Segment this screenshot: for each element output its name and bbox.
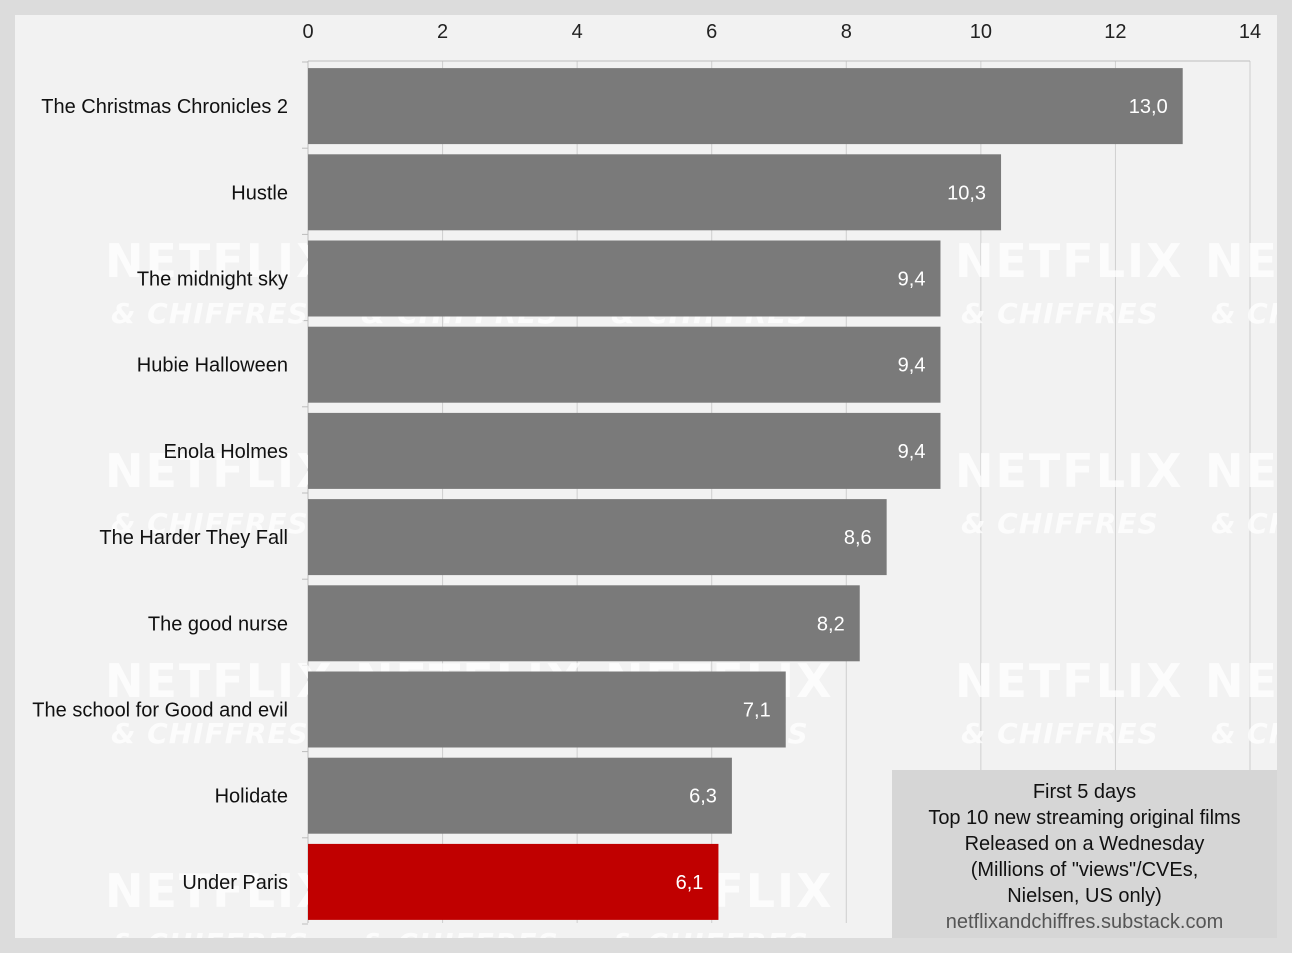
x-tick-label-0: 0 [302, 21, 313, 43]
category-label-6: The Harder They Fall [99, 527, 288, 549]
bar-6 [308, 499, 887, 576]
x-tick-label-14: 14 [1239, 21, 1261, 43]
category-label-2: Hustle [231, 182, 288, 204]
bar-4 [308, 326, 941, 403]
bar-7 [308, 585, 860, 662]
value-label-10: 6,1 [676, 872, 704, 894]
watermark-text: NETFLIX [105, 654, 334, 708]
value-label-1: 13,0 [1129, 96, 1168, 118]
bar-1 [308, 68, 1183, 145]
watermark-subtext: & CHIFFRES [961, 297, 1159, 330]
category-label-7: The good nurse [148, 613, 288, 635]
category-label-4: Hubie Halloween [137, 355, 288, 377]
watermark-subtext: & CHIFFRES [611, 927, 809, 938]
value-label-2: 10,3 [947, 182, 986, 204]
value-label-6: 8,6 [844, 527, 872, 549]
x-tick-label-6: 6 [706, 21, 717, 43]
bar-2 [308, 154, 1002, 231]
watermark-text: NETFLIX [105, 444, 334, 498]
x-tick-label-12: 12 [1104, 21, 1126, 43]
info-line-4: (Millions of "views"/CVEs, [970, 859, 1199, 881]
chart-frame: 0 2 4 6 8 10 12 14 NETFLIX & CHIFFRES NETFLIX & CH… [15, 15, 1277, 938]
value-label-3: 9,4 [898, 269, 926, 291]
category-label-5: Enola Holmes [163, 441, 288, 463]
category-label-10: Under Paris [182, 872, 288, 894]
bar-3 [308, 240, 941, 317]
bar-5 [308, 412, 941, 489]
bar-10 [308, 843, 719, 920]
category-label-3: The midnight sky [137, 269, 288, 291]
value-label-9: 6,3 [689, 786, 717, 808]
watermark-subtext: & CHIFFRES [111, 717, 309, 750]
value-label-8: 7,1 [743, 700, 771, 722]
watermark-text: NETFLIX [1205, 444, 1277, 498]
value-label-7: 8,2 [817, 613, 845, 635]
watermark-subtext: & CHIFFRES [1211, 297, 1277, 330]
info-line-5: Nielsen, US only) [1007, 885, 1162, 907]
watermark-subtext: & CHIFFRES [1211, 717, 1277, 750]
value-label-4: 9,4 [898, 355, 926, 377]
info-box: First 5 days Top 10 new streaming origin… [892, 770, 1277, 938]
category-label-9: Holidate [215, 786, 288, 808]
watermark-text: NETFLIX [955, 654, 1184, 708]
x-tick-label-10: 10 [970, 21, 992, 43]
info-line-2: Top 10 new streaming original films [928, 807, 1241, 829]
info-line-1: First 5 days [1032, 781, 1137, 803]
watermark-subtext: & CHIFFRES [111, 297, 309, 330]
watermark-text: NETFLIX [105, 234, 334, 288]
info-line-3: Released on a Wednesday [964, 833, 1205, 855]
category-label-8: The school for Good and evil [32, 700, 288, 722]
source-link: netflixandchiffres.substack.com [945, 911, 1224, 933]
x-tick-label-4: 4 [572, 21, 583, 43]
watermark-subtext: & CHIFFRES [961, 507, 1159, 540]
bar-8 [308, 671, 786, 748]
x-tick-label-2: 2 [437, 21, 448, 43]
x-tick-label-8: 8 [841, 21, 852, 43]
watermark-subtext: & CHIFFRES [111, 927, 309, 938]
watermark-text: NETFLIX [955, 444, 1184, 498]
bar-chart: 0 2 4 6 8 10 12 14 NETFLIX & CHIFFRES NETFLIX & CH… [32, 21, 1277, 938]
watermark-subtext: & CHIFFRES [361, 927, 559, 938]
watermark-text: NETFLIX [105, 864, 334, 918]
watermark-text: NETFLIX [1205, 234, 1277, 288]
watermark-subtext: & CHIFFRES [1211, 507, 1277, 540]
watermark-text: NETFLIX [955, 234, 1184, 288]
watermark-subtext: & CHIFFRES [961, 717, 1159, 750]
bar-9 [308, 757, 732, 834]
watermark-subtext: & CHIFFRES [111, 507, 309, 540]
value-label-5: 9,4 [898, 441, 926, 463]
category-label-1: The Christmas Chronicles 2 [41, 96, 288, 118]
watermark-text: NETFLIX [1205, 654, 1277, 708]
